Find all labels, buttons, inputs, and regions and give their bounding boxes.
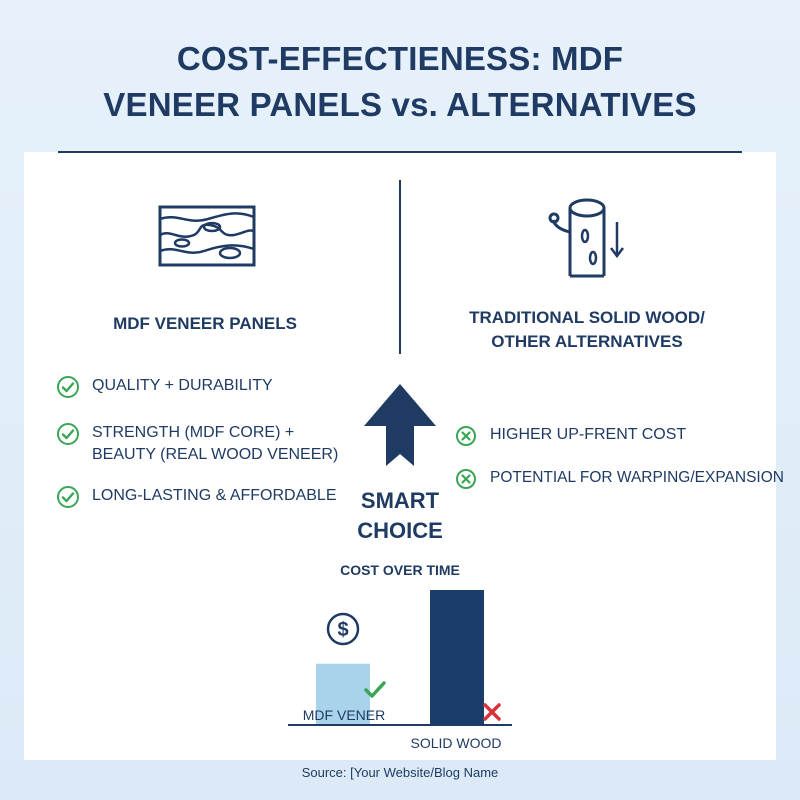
bar-label-solid-wood: SOLID WOOD — [410, 735, 502, 751]
wood-grain-panel-icon — [158, 205, 256, 267]
smart-label-line-1: SMART — [360, 488, 440, 513]
bar-mdf-veneer — [316, 663, 370, 724]
title-line-2: VENEER PANELS vs. ALTERNATIVES — [103, 86, 697, 123]
list-item: QUALITY + DURABILITY — [56, 375, 346, 399]
benefit-text: LONG-LASTING & AFFORDABLE — [92, 487, 337, 504]
cost-over-time-chart — [288, 590, 512, 726]
check-icon — [364, 681, 386, 698]
list-item: POTENTIAL FOR WARPING/EXPANSION — [454, 467, 794, 491]
list-item: STRENGTH (MDF CORE) + BEAUTY (REAL WOOD … — [56, 422, 346, 466]
mdf-heading: MDF VENEER PANELS — [113, 314, 297, 333]
source-citation: Source: [Your Website/Blog Name — [301, 765, 499, 780]
check-circle-icon — [57, 376, 79, 398]
drawback-text: HIGHER UP-FRENT COST — [490, 426, 687, 443]
bar-label-mdf: MDF VENER — [302, 707, 386, 723]
svg-text:$: $ — [337, 619, 348, 641]
column-divider — [399, 180, 401, 354]
x-icon — [483, 703, 501, 721]
title-line-1: COST-EFFECTIENESS: MDF — [176, 40, 624, 77]
list-item: HIGHER UP-FRENT COST — [454, 424, 794, 448]
page-title: COST-EFFECTIENESS: MDF VENEER PANELS vs.… — [0, 36, 800, 128]
list-item: LONG-LASTING & AFFORDABLE — [56, 485, 346, 509]
smart-choice-label: SMART CHOICE — [345, 486, 455, 546]
tree-log-icon — [548, 198, 624, 278]
title-underline — [58, 151, 742, 153]
check-circle-icon — [57, 423, 79, 445]
check-circle-icon — [57, 486, 79, 508]
up-arrow-icon — [364, 384, 436, 466]
x-circle-icon — [456, 426, 476, 446]
benefit-text: STRENGTH (MDF CORE) + BEAUTY (REAL WOOD … — [92, 424, 339, 463]
chart-title: COST OVER TIME — [340, 562, 460, 578]
benefit-text: QUALITY + DURABILITY — [92, 377, 273, 394]
dollar-coin-icon: $ — [326, 612, 360, 646]
drawback-text: POTENTIAL FOR WARPING/EXPANSION — [490, 469, 784, 486]
bar-solid-wood — [430, 590, 484, 724]
smart-label-line-2: CHOICE — [357, 518, 443, 543]
x-circle-icon — [456, 469, 476, 489]
alternatives-heading: TRADITIONAL SOLID WOOD/ OTHER ALTERNATIV… — [469, 308, 705, 351]
